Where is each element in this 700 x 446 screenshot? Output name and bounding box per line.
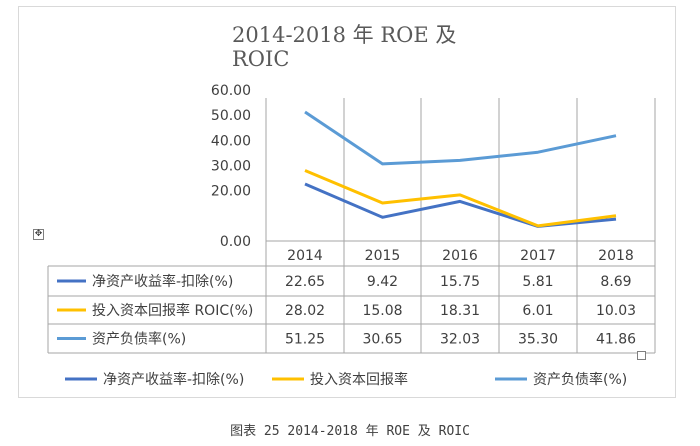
data-label: 32.03: [440, 332, 480, 348]
data-label: 28.02: [285, 303, 325, 319]
data-label: 35.30: [518, 332, 558, 348]
y-tick-label: 50.00: [211, 108, 251, 124]
series-lines: [304, 110, 617, 228]
data-table: 2014 2015 2016 2017 2018 净资产收益率-扣除(%) 22.65 9.4…: [57, 248, 636, 348]
table-series-label: 净资产收益率-扣除(%): [92, 273, 233, 290]
legend: 净资产收益率-扣除(%) 投入资本回报率 资产负债率(%): [65, 371, 627, 388]
data-label: 41.86: [596, 332, 636, 348]
data-label: 9.42: [367, 274, 398, 290]
legend-entry: 投入资本回报率: [310, 371, 408, 388]
y-tick-label: 40.00: [211, 133, 251, 149]
data-label: 15.08: [362, 303, 402, 319]
legend-entry: 净资产收益率-扣除(%): [103, 371, 244, 388]
data-label: 15.75: [440, 274, 480, 290]
resize-square-icon[interactable]: [637, 351, 646, 360]
chart-title-line2: ROIC: [232, 47, 289, 71]
x-category-label: 2015: [365, 248, 401, 264]
series-line: [304, 110, 617, 166]
data-label: 30.65: [362, 332, 402, 348]
data-label: 18.31: [440, 303, 480, 319]
table-series-label: 资产负债率(%): [92, 331, 186, 348]
chart-title-line1: 2014-2018 年 ROE 及: [232, 23, 456, 47]
figure-caption: 图表 25 2014-2018 年 ROE 及 ROIC: [230, 424, 470, 439]
data-label: 5.81: [522, 274, 553, 290]
move-arrows-icon[interactable]: ✥: [33, 229, 44, 240]
y-tick-label: 30.00: [211, 159, 251, 175]
table-series-label: 投入资本回报率 ROIC(%): [92, 302, 253, 319]
y-tick-label: 0.00: [220, 234, 251, 250]
data-label: 8.69: [600, 274, 631, 290]
data-label: 10.03: [596, 303, 636, 319]
x-category-label: 2016: [442, 248, 478, 264]
x-category-label: 2018: [598, 248, 634, 264]
x-category-label: 2017: [520, 248, 556, 264]
data-label: 6.01: [522, 303, 553, 319]
data-label: 51.25: [285, 332, 325, 348]
data-table-grid: [47, 98, 656, 354]
y-tick-label: 20.00: [211, 184, 251, 200]
y-axis-ticks: 0.00 20.00 30.00 40.00 50.00 60.00: [211, 83, 251, 250]
chart-frame: [18, 6, 676, 398]
legend-entry: 资产负债率(%): [533, 371, 627, 388]
data-label: 22.65: [285, 274, 325, 290]
y-tick-label: 60.00: [211, 83, 251, 99]
series-line: [304, 169, 617, 228]
x-category-label: 2014: [287, 248, 323, 264]
